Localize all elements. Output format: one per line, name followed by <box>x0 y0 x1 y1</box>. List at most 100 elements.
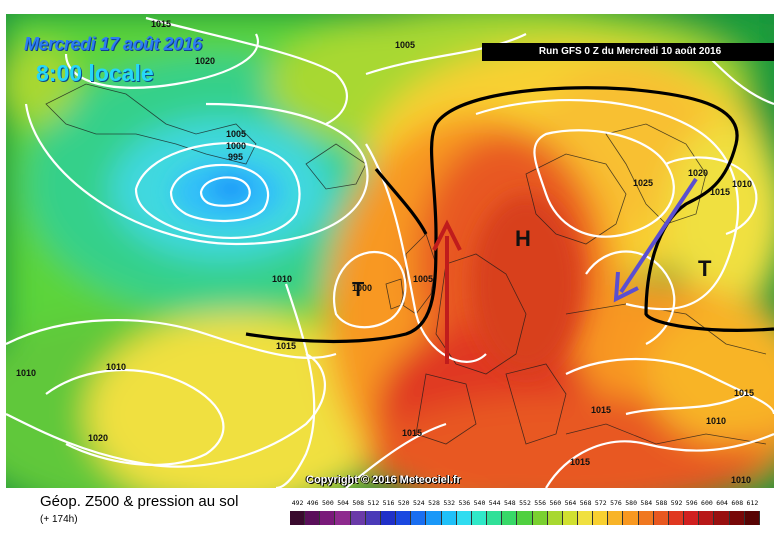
map-canvas: H T T 1015 1020 1005 1005 1000 995 1025 … <box>6 14 774 488</box>
legend-label: 516 <box>382 499 395 507</box>
isobar-labels: 1015 1020 1005 1005 1000 995 1025 1010 1… <box>16 19 764 485</box>
legend-label: 612 <box>746 499 759 507</box>
legend-label: 540 <box>473 499 486 507</box>
coastlines <box>45 83 767 445</box>
isobar-label: 1005 <box>413 274 433 284</box>
legend-swatch <box>471 511 488 525</box>
legend-swatch <box>441 511 457 525</box>
legend-swatch <box>517 511 533 525</box>
isobar-label: 1010 <box>732 179 752 189</box>
isobar-label: 1000 <box>352 283 372 293</box>
color-scale-legend: 492 496 500 504 508 512 516 520 524 528 532 536 540 5… <box>290 499 760 527</box>
isobar-label: 1015 <box>710 187 730 197</box>
legend-swatch <box>380 511 397 525</box>
legend-swatch <box>456 511 472 525</box>
isobar-label: 1020 <box>195 56 215 66</box>
high-pressure-symbol: H <box>515 226 531 251</box>
legend-swatch <box>577 511 594 525</box>
cold-advection-arrow <box>613 177 698 303</box>
legend-swatches <box>290 511 760 525</box>
forecast-lead-time: (+ 174h) <box>40 514 78 525</box>
isobars <box>6 16 774 488</box>
legend-swatch <box>502 511 518 525</box>
legend-swatch <box>623 511 639 525</box>
isobar-label: 1015 <box>402 428 422 438</box>
weather-map: H T T 1015 1020 1005 1005 1000 995 1025 … <box>6 14 774 488</box>
legend-label: 544 <box>488 499 501 507</box>
legend-swatch <box>729 511 745 525</box>
legend-label: 564 <box>564 499 577 507</box>
legend-swatch <box>411 511 427 525</box>
ridge-lines <box>245 86 774 344</box>
isobar-label: 1025 <box>744 52 764 62</box>
legend-label: 496 <box>306 499 319 507</box>
legend-label: 608 <box>731 499 744 507</box>
legend-swatch <box>638 511 654 525</box>
legend-swatch <box>487 511 503 525</box>
legend-label: 548 <box>503 499 516 507</box>
isobar-label: 1020 <box>688 168 708 178</box>
legend-labels: 492 496 500 504 508 512 516 520 524 528 532 536 540 5… <box>290 499 760 509</box>
isobar-label: 1020 <box>88 433 108 443</box>
low-pressure-symbol-east: T <box>698 256 712 281</box>
legend-label: 524 <box>412 499 425 507</box>
legend-label: 588 <box>655 499 668 507</box>
legend-label: 528 <box>428 499 440 507</box>
isobar-label: 1010 <box>706 416 726 426</box>
legend-swatch <box>699 511 715 525</box>
legend-label: 560 <box>549 499 562 507</box>
legend-label: 604 <box>716 499 728 507</box>
legend-swatch <box>290 511 306 525</box>
isobar-label: 1015 <box>276 341 296 351</box>
legend-label: 500 <box>322 499 334 507</box>
legend-label: 592 <box>670 499 683 507</box>
legend-label: 508 <box>352 499 365 507</box>
legend-label: 536 <box>458 499 471 507</box>
legend-swatch <box>426 511 442 525</box>
isobar-label: 1010 <box>731 475 751 485</box>
isobar-label: 1010 <box>106 362 126 372</box>
legend-label: 580 <box>625 499 637 507</box>
legend-label: 576 <box>610 499 622 507</box>
isobar-label: 1025 <box>633 178 653 188</box>
isobar-label: 1015 <box>151 19 171 29</box>
legend-label: 504 <box>337 499 349 507</box>
legend-label: 600 <box>701 499 713 507</box>
legend-label: 512 <box>367 499 380 507</box>
isobar-label: 1010 <box>272 274 292 284</box>
legend-label: 584 <box>640 499 653 507</box>
legend-label: 572 <box>594 499 607 507</box>
legend-swatch <box>305 511 321 525</box>
isobar-label: 1010 <box>16 368 36 378</box>
legend-swatch <box>350 511 366 525</box>
isobar-label: 1015 <box>570 457 590 467</box>
legend-swatch <box>608 511 624 525</box>
isobar-label: 995 <box>228 152 243 162</box>
legend-swatch <box>320 511 336 525</box>
legend-label: 532 <box>443 499 456 507</box>
legend-swatch <box>532 511 548 525</box>
isobar-label: 1015 <box>591 405 611 415</box>
isobar-label: 1000 <box>226 141 246 151</box>
isobar-label: 1005 <box>226 129 246 139</box>
legend-swatch <box>684 511 700 525</box>
legend-swatch <box>593 511 609 525</box>
legend-swatch <box>562 511 578 525</box>
map-caption: Géop. Z500 & pression au sol <box>40 493 239 510</box>
legend-label: 520 <box>397 499 410 507</box>
legend-swatch <box>365 511 381 525</box>
legend-swatch <box>744 511 760 525</box>
low-pressure-symbol-west: T <box>352 279 364 301</box>
legend-label: 552 <box>519 499 531 507</box>
isobar-label: 1015 <box>734 388 754 398</box>
legend-swatch <box>653 511 669 525</box>
legend-swatch <box>547 511 563 525</box>
legend-swatch <box>714 511 730 525</box>
legend-swatch <box>396 511 412 525</box>
warm-advection-arrow <box>432 219 462 364</box>
legend-swatch <box>668 511 685 525</box>
legend-swatch <box>335 511 351 525</box>
legend-label: 596 <box>685 499 698 507</box>
legend-label: 556 <box>534 499 547 507</box>
